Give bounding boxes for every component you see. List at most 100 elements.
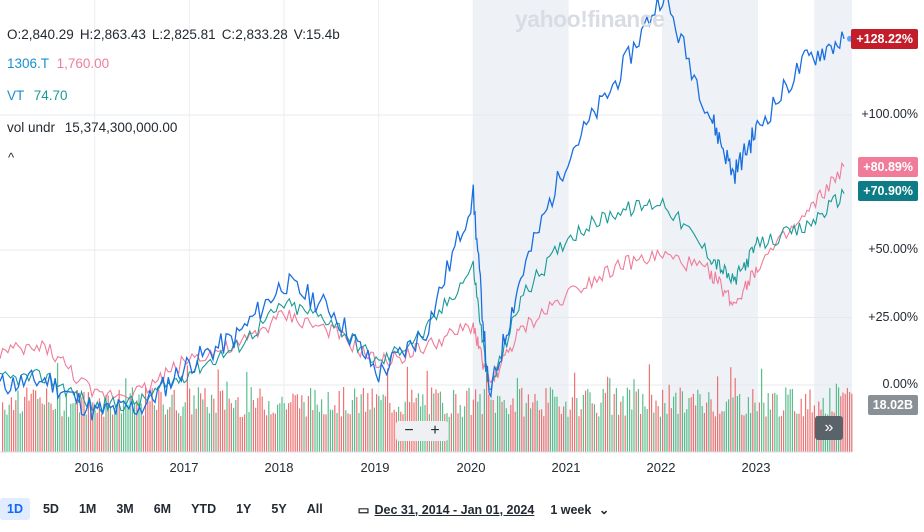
volume-bar bbox=[576, 398, 578, 452]
range-1d-button[interactable]: 1D bbox=[0, 498, 30, 520]
legend-value: 74.70 bbox=[33, 88, 68, 103]
scroll-forward-button[interactable]: » bbox=[815, 416, 843, 440]
x-tick-label: 2023 bbox=[741, 460, 771, 475]
volume-bar bbox=[666, 413, 668, 452]
volume-bar bbox=[318, 411, 320, 452]
chevron-down-icon: ⌄ bbox=[598, 502, 610, 517]
volume-bar bbox=[525, 402, 527, 452]
volume-bar bbox=[384, 396, 386, 452]
volume-bar bbox=[789, 389, 791, 452]
volume-bar bbox=[604, 392, 606, 452]
volume-bar bbox=[37, 398, 39, 452]
volume-bar bbox=[681, 391, 683, 452]
volume-bar bbox=[301, 395, 303, 452]
volume-bar bbox=[382, 394, 384, 452]
volume-bar bbox=[129, 393, 131, 452]
volume-bar bbox=[728, 399, 730, 452]
range-1y-button[interactable]: 1Y bbox=[236, 502, 252, 516]
volume-bar bbox=[734, 377, 736, 452]
zoom-in-button[interactable]: + bbox=[430, 422, 440, 439]
y-tick-label: +100.00% bbox=[861, 107, 918, 121]
volume-bar bbox=[334, 405, 336, 452]
volume-bar bbox=[798, 413, 800, 452]
volume-bar bbox=[369, 409, 371, 452]
vt-change-badge: +70.90% bbox=[858, 181, 918, 201]
volume-bar bbox=[675, 392, 677, 452]
volume-bar bbox=[453, 389, 455, 452]
volume-bar bbox=[622, 396, 624, 452]
volume-bar bbox=[516, 377, 518, 452]
volume-bar bbox=[112, 414, 114, 452]
volume-bar bbox=[842, 392, 844, 452]
volume-bar bbox=[226, 381, 228, 452]
volume-bar bbox=[800, 398, 802, 452]
volume-bar bbox=[464, 406, 466, 452]
volume-bar bbox=[745, 413, 747, 452]
range-5d-button[interactable]: 5D bbox=[42, 502, 59, 516]
volume-bar bbox=[158, 389, 160, 452]
volume-bar bbox=[358, 413, 360, 452]
volume-bar bbox=[582, 394, 584, 452]
volume-bar bbox=[153, 405, 155, 452]
volume-bar bbox=[607, 376, 609, 452]
volume-bar bbox=[118, 389, 120, 452]
volume-bar bbox=[149, 401, 151, 452]
range-1m-button[interactable]: 1M bbox=[78, 502, 97, 516]
range-ytd-button[interactable]: YTD bbox=[191, 502, 217, 516]
collapse-legend-icon[interactable]: ^ bbox=[8, 150, 15, 165]
volume-bar bbox=[769, 409, 771, 452]
legend-1306t[interactable]: 1306.T 1,760.00 bbox=[7, 56, 109, 71]
volume-bar bbox=[39, 397, 41, 452]
volume-bar bbox=[591, 403, 593, 452]
range-5y-button[interactable]: 5Y bbox=[271, 502, 287, 516]
volume-bar bbox=[457, 413, 459, 452]
volume-bar bbox=[670, 408, 672, 452]
volume-bar bbox=[250, 387, 252, 452]
volume-bar bbox=[160, 392, 162, 452]
volume-bar bbox=[50, 403, 52, 452]
volume-bar bbox=[204, 388, 206, 452]
volume-bar bbox=[626, 387, 628, 452]
volume-bar bbox=[571, 397, 573, 452]
volume-bar bbox=[281, 396, 283, 452]
volume-bar bbox=[208, 413, 210, 452]
range-6m-button[interactable]: 6M bbox=[153, 502, 172, 516]
legend-vt[interactable]: VT 74.70 bbox=[7, 88, 68, 103]
volume-bar bbox=[483, 389, 485, 452]
volume-value: V:15.4b bbox=[293, 27, 340, 42]
volume-bar bbox=[316, 404, 318, 452]
volume-bar bbox=[2, 402, 4, 452]
volume-bar bbox=[57, 362, 59, 452]
volume-bar bbox=[501, 401, 503, 452]
zoom-out-button[interactable]: − bbox=[404, 422, 414, 439]
volume-bar bbox=[303, 402, 305, 452]
volume-bar bbox=[103, 416, 105, 452]
volume-bar bbox=[780, 415, 782, 452]
volume-bar bbox=[479, 394, 481, 452]
volume-bar bbox=[653, 412, 655, 452]
interval-dropdown[interactable]: 1 week ⌄ bbox=[550, 502, 609, 517]
volume-bar bbox=[497, 395, 499, 452]
volume-bar bbox=[530, 408, 532, 452]
volume-bar bbox=[455, 394, 457, 452]
volume-bar bbox=[598, 416, 600, 452]
volume-bar bbox=[543, 416, 545, 452]
volume-bar bbox=[569, 409, 571, 452]
volume-bar bbox=[613, 393, 615, 452]
volume-bar bbox=[549, 387, 551, 452]
calendar-icon: ▭ bbox=[357, 502, 370, 517]
volume-bar bbox=[378, 395, 380, 452]
volume-bar bbox=[393, 409, 395, 452]
close-value: C:2,833.28 bbox=[221, 27, 288, 42]
volume-bar bbox=[697, 389, 699, 452]
volume-bar bbox=[488, 394, 490, 452]
volume-bar bbox=[545, 388, 547, 452]
volume-bar bbox=[657, 406, 659, 452]
legend-volume[interactable]: vol undr 15,374,300,000.00 bbox=[7, 120, 177, 135]
volume-bar bbox=[450, 413, 452, 452]
volume-bar bbox=[217, 369, 219, 452]
range-all-button[interactable]: All bbox=[306, 502, 323, 516]
range-3m-button[interactable]: 3M bbox=[116, 502, 134, 516]
date-range-picker[interactable]: ▭ Dec 31, 2014 - Jan 01, 2024 bbox=[358, 502, 535, 517]
